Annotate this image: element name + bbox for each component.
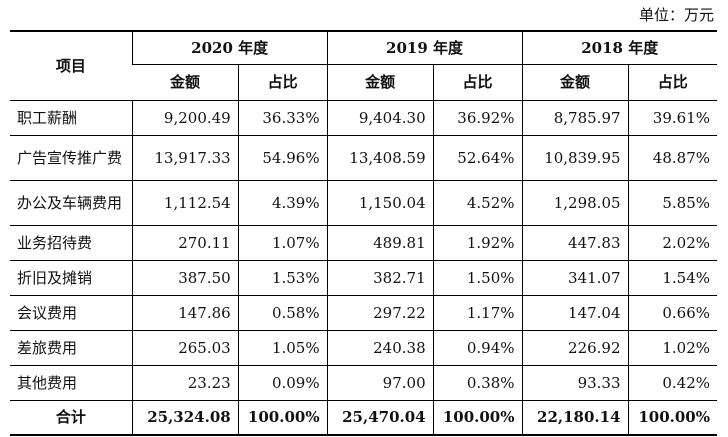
cell-amount: 147.86 (131, 295, 239, 331)
table-row: 折旧及摊销 387.50 1.53% 382.71 1.50% 341.07 1… (10, 260, 717, 296)
cell-ratio: 1.53% (237, 260, 328, 296)
header-item: 项目 (10, 31, 133, 101)
cell-amount: 1,298.05 (521, 180, 629, 226)
cell-ratio: 0.58% (237, 295, 328, 331)
cell-amount: 1,112.54 (131, 180, 239, 226)
header-amount: 金额 (521, 64, 629, 101)
header-ratio: 占比 (432, 64, 522, 101)
row-label: 差旅费用 (10, 330, 133, 366)
cell-amount: 270.11 (131, 225, 239, 261)
row-label: 办公及车辆费用 (10, 180, 133, 226)
cell-amount: 10,839.95 (521, 135, 629, 181)
row-label: 广告宣传推广费 (10, 135, 133, 181)
cell-amount: 8,785.97 (521, 100, 629, 136)
table-row: 业务招待费 270.11 1.07% 489.81 1.92% 447.83 2… (10, 225, 717, 261)
cell-amount: 147.04 (521, 295, 629, 331)
row-label: 其他费用 (10, 365, 133, 401)
table-row: 差旅费用 265.03 1.05% 240.38 0.94% 226.92 1.… (10, 330, 717, 366)
cell-amount: 13,917.33 (131, 135, 239, 181)
cell-amount: 23.23 (131, 365, 239, 401)
header-year-2018: 2018 年度 (521, 31, 717, 65)
cell-ratio: 0.42% (627, 365, 717, 401)
total-ratio: 100.00% (627, 400, 717, 436)
cell-ratio: 1.05% (237, 330, 328, 366)
header-amount: 金额 (326, 64, 434, 101)
total-amount: 25,470.04 (326, 400, 434, 436)
cell-amount: 447.83 (521, 225, 629, 261)
total-label: 合计 (10, 400, 133, 436)
cell-amount: 13,408.59 (326, 135, 434, 181)
header-ratio: 占比 (627, 64, 717, 101)
row-label: 折旧及摊销 (10, 260, 133, 296)
cell-ratio: 1.50% (432, 260, 522, 296)
cell-amount: 387.50 (131, 260, 239, 296)
expense-table: 项目 2020 年度 2019 年度 2018 年度 金额 占比 金额 占比 金… (10, 30, 717, 436)
cell-ratio: 1.92% (432, 225, 522, 261)
row-label: 职工薪酬 (10, 100, 133, 136)
cell-ratio: 0.38% (432, 365, 522, 401)
table-row: 广告宣传推广费 13,917.33 54.96% 13,408.59 52.64… (10, 135, 717, 181)
header-ratio: 占比 (237, 64, 328, 101)
cell-ratio: 0.66% (627, 295, 717, 331)
total-ratio: 100.00% (237, 400, 328, 436)
total-amount: 25,324.08 (131, 400, 239, 436)
cell-amount: 9,200.49 (131, 100, 239, 136)
cell-amount: 489.81 (326, 225, 434, 261)
cell-amount: 240.38 (326, 330, 434, 366)
cell-ratio: 54.96% (237, 135, 328, 181)
cell-amount: 265.03 (131, 330, 239, 366)
cell-amount: 226.92 (521, 330, 629, 366)
cell-ratio: 1.17% (432, 295, 522, 331)
cell-amount: 1,150.04 (326, 180, 434, 226)
cell-ratio: 48.87% (627, 135, 717, 181)
cell-amount: 341.07 (521, 260, 629, 296)
cell-amount: 97.00 (326, 365, 434, 401)
row-label: 业务招待费 (10, 225, 133, 261)
cell-ratio: 1.54% (627, 260, 717, 296)
cell-ratio: 4.39% (237, 180, 328, 226)
header-year-2020: 2020 年度 (131, 31, 328, 65)
cell-ratio: 1.02% (627, 330, 717, 366)
total-row: 合计 25,324.08 100.00% 25,470.04 100.00% 2… (10, 400, 717, 436)
cell-ratio: 36.33% (237, 100, 328, 136)
cell-ratio: 5.85% (627, 180, 717, 226)
table-row: 其他费用 23.23 0.09% 97.00 0.38% 93.33 0.42% (10, 365, 717, 401)
cell-ratio: 39.61% (627, 100, 717, 136)
cell-ratio: 2.02% (627, 225, 717, 261)
unit-label: 单位：万元 (638, 6, 714, 24)
table-row: 职工薪酬 9,200.49 36.33% 9,404.30 36.92% 8,7… (10, 100, 717, 136)
table-row: 办公及车辆费用 1,112.54 4.39% 1,150.04 4.52% 1,… (10, 180, 717, 226)
header-amount: 金额 (132, 64, 239, 101)
row-label: 会议费用 (10, 295, 133, 331)
cell-amount: 93.33 (521, 365, 629, 401)
cell-amount: 297.22 (326, 295, 434, 331)
cell-ratio: 36.92% (432, 100, 522, 136)
cell-ratio: 4.52% (432, 180, 522, 226)
cell-ratio: 0.94% (432, 330, 522, 366)
total-amount: 22,180.14 (521, 400, 629, 436)
cell-ratio: 0.09% (237, 365, 328, 401)
total-ratio: 100.00% (432, 400, 522, 436)
cell-ratio: 52.64% (432, 135, 522, 181)
cell-amount: 382.71 (326, 260, 434, 296)
cell-ratio: 1.07% (237, 225, 328, 261)
table-row: 会议费用 147.86 0.58% 297.22 1.17% 147.04 0.… (10, 295, 717, 331)
cell-amount: 9,404.30 (326, 100, 434, 136)
header-year-2019: 2019 年度 (326, 31, 522, 65)
